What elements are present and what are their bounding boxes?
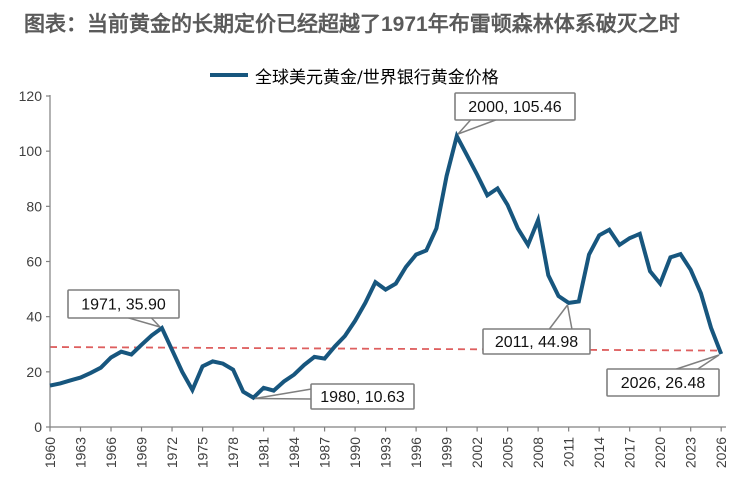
x-tick-label: 2020 [652,437,668,468]
x-tick-label: 2014 [591,437,607,468]
x-tick-label: 2008 [530,437,546,468]
callout-leader-line [457,118,498,135]
x-tick-label: 1978 [225,437,241,468]
callout-leader-line [674,354,720,371]
x-tick-label: 1984 [286,437,302,468]
chart-title: 图表：当前黄金的长期定价已经超越了1971年布雷顿森林体系破灭之时 [24,13,680,36]
x-tick-label: 1990 [347,437,363,468]
y-tick-label: 40 [26,309,42,325]
x-tick-label: 1993 [378,437,394,468]
x-tick-label: 2017 [622,437,638,468]
x-tick-label: 1960 [42,437,58,468]
x-tick-label: 1975 [195,437,211,468]
x-tick-label: 1972 [164,437,180,468]
annotation-callout-label: 2000, 105.46 [468,99,562,116]
x-tick-label: 1981 [256,437,272,468]
y-tick-label: 100 [19,143,43,159]
annotation-callout-box [67,289,180,319]
y-tick-label: 20 [26,364,42,380]
annotation-callout-box [454,92,576,121]
x-tick-label: 1999 [439,437,455,468]
y-tick-label: 80 [26,198,42,214]
annotation-callout-box [606,368,720,397]
annotation-callout-box [310,383,415,410]
callout-leader-line [126,316,161,328]
annotation-callout-label: 2011, 44.98 [495,334,578,351]
legend: 全球美元黄金/世界银行黄金价格 [210,64,499,88]
callout-leader-line [548,304,569,330]
x-tick-label: 1969 [134,437,150,468]
x-tick-label: 2002 [469,437,485,468]
trend-dashed-line [49,346,722,352]
x-tick-label: 1987 [317,437,333,468]
callout-leader-line [566,304,573,330]
x-tick-label: 2026 [713,437,729,468]
x-tick-label: 1966 [103,437,119,468]
callout-leader-line [696,354,720,371]
x-tick-label: 2005 [500,437,516,468]
y-tick-label: 60 [26,254,42,270]
callout-leader-line [254,388,312,400]
callout-leader-line [254,397,312,400]
callout-leader-line [150,316,161,328]
y-tick-label: 120 [19,88,43,104]
x-tick-label: 1963 [73,437,89,468]
x-tick-label: 2023 [683,437,699,468]
callout-leader-line [457,118,472,135]
annotation-callout-box [482,328,591,355]
annotation-callout-label: 1980, 10.63 [320,389,405,406]
x-tick-label: 2011 [561,437,577,467]
legend-series-label: 全球美元黄金/世界银行黄金价格 [255,67,499,88]
legend-line-swatch [210,73,248,77]
y-tick-label: 0 [34,419,42,435]
annotation-callout-label: 1971, 35.90 [81,297,166,314]
gold-price-series-line [49,130,724,401]
annotation-callout-label: 2026, 26.48 [621,375,706,392]
x-tick-label: 1996 [408,437,424,468]
